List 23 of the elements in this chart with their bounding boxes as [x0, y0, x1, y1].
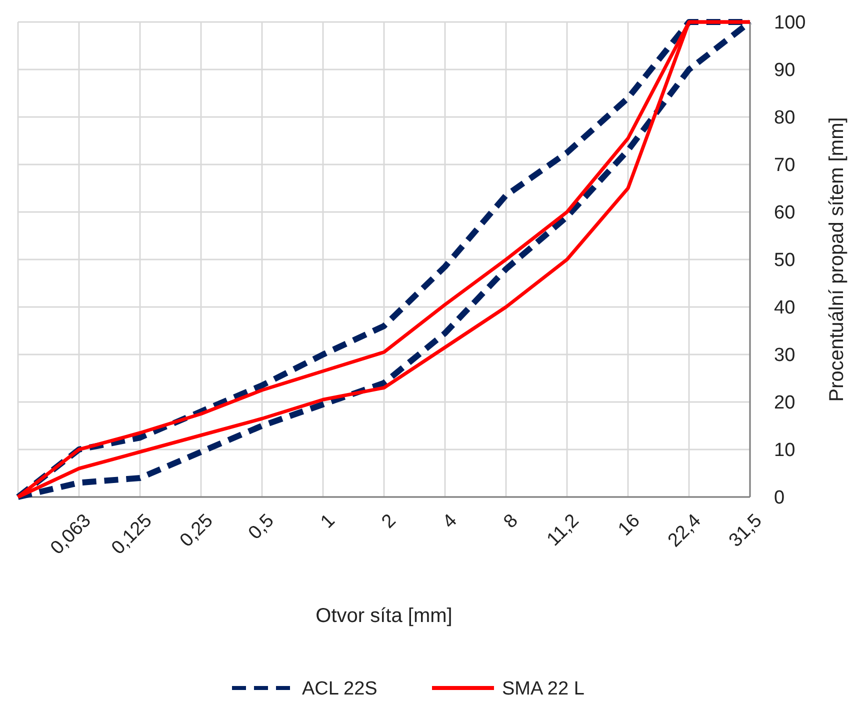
x-axis-title: Otvor síta [mm]: [316, 605, 452, 627]
y-tick-label: 50: [774, 250, 796, 272]
y-tick-label: 30: [774, 345, 796, 366]
x-tick-label: 4: [438, 510, 462, 533]
legend-label: SMA 22 L: [502, 678, 584, 700]
x-tick-label: 1: [316, 510, 340, 533]
x-tick-label: 8: [500, 510, 522, 533]
x-tick-label: 0,25: [176, 510, 218, 552]
y-tick-label: 60: [774, 202, 796, 224]
y-tick-label: 40: [774, 298, 796, 319]
x-tick-label: 0,5: [244, 510, 278, 544]
y-tick-label: 80: [774, 108, 796, 129]
y-tick-label: 100: [774, 12, 806, 34]
x-tick-label: 11,2: [543, 510, 584, 550]
y-axis-title: Procentuální propad sítem [mm]: [826, 117, 848, 402]
x-tick-label: 16: [614, 510, 644, 540]
y-tick-label: 90: [774, 60, 796, 82]
y-tick-label: 70: [774, 155, 796, 176]
x-tick-label: 2: [378, 510, 400, 533]
y-tick-label: 10: [774, 440, 796, 462]
y-tick-label: 20: [774, 392, 796, 414]
y-tick-label: 0: [774, 488, 785, 509]
legend-label: ACL 22S: [302, 678, 378, 700]
